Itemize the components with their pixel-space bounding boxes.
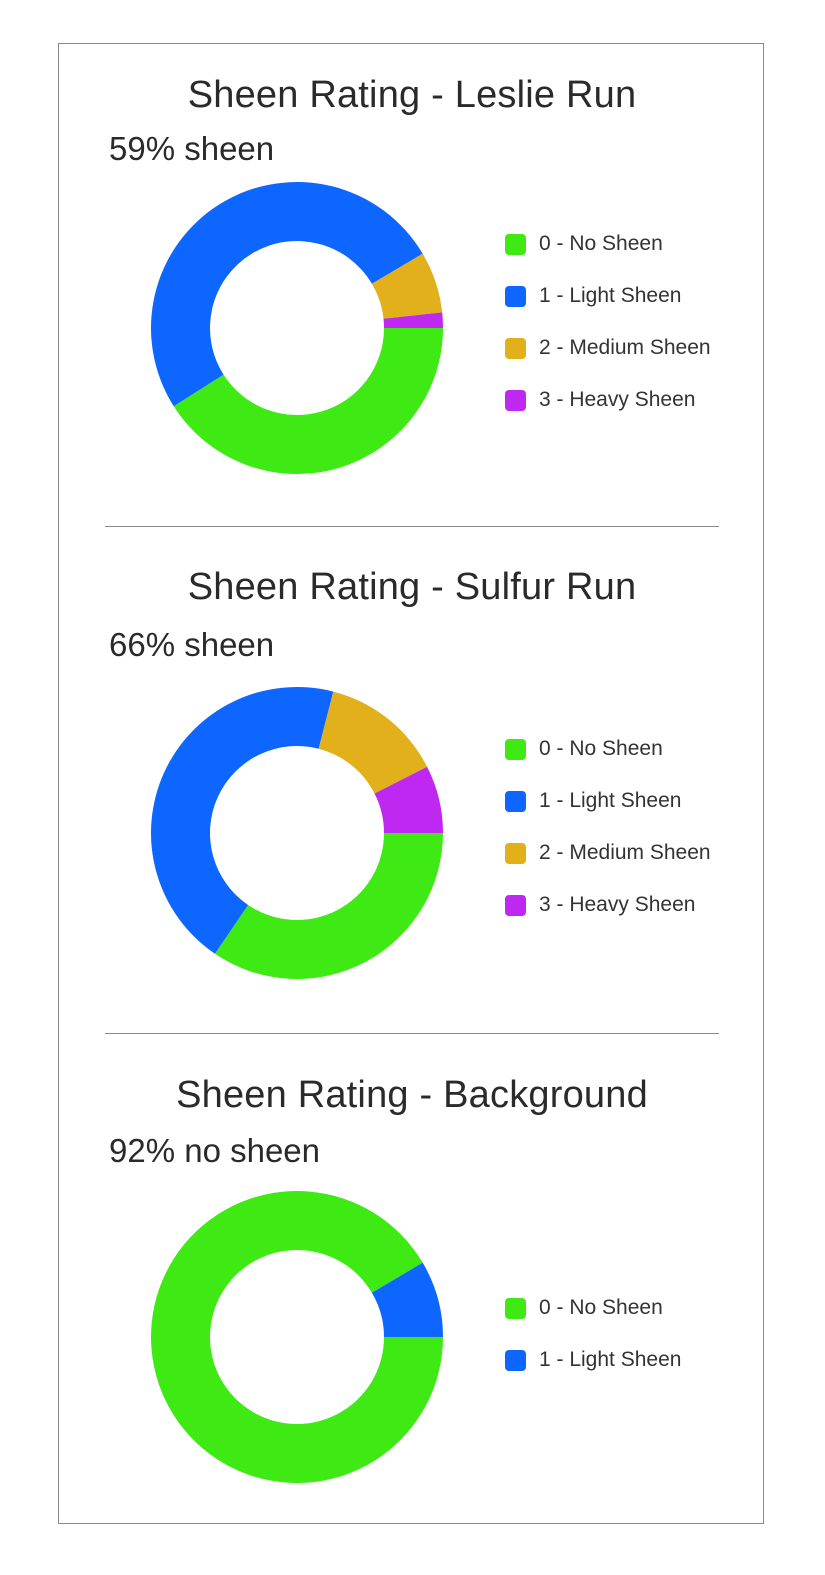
legend-item: 3 - Heavy Sheen [505,879,711,931]
chart-subtitle: 92% no sheen [109,1132,321,1169]
donut-chart [151,1191,443,1483]
legend-swatch [505,233,526,255]
chart-subtitle: 66% sheen [109,626,275,663]
donut-slice-3 [383,312,443,328]
legend-item: 2 - Medium Sheen [505,322,711,374]
legend-swatch [505,738,526,760]
legend-swatch [505,389,526,411]
donut-slice-2 [371,253,443,319]
donut-chart [151,182,443,474]
chart-title: Sheen Rating - Background [176,1074,648,1116]
legend-item: 2 - Medium Sheen [505,827,711,879]
legend-swatch [505,1349,526,1371]
divider [105,1033,719,1034]
chart-title: Sheen Rating - Sulfur Run [187,566,637,608]
legend-item: 1 - Light Sheen [505,1334,681,1386]
legend-label: 0 - No Sheen [539,232,663,255]
donut-slice-1 [151,182,423,407]
legend-label: 1 - Light Sheen [539,284,682,307]
donut-slice-0 [214,833,443,979]
legend-swatch [505,842,526,864]
legend-label: 0 - No Sheen [539,737,663,760]
legend-label: 0 - No Sheen [539,1296,663,1319]
chart-legend: 0 - No Sheen 1 - Light Sheen 2 - Medium Sh… [505,218,711,426]
donut-slice-3 [374,766,443,833]
chart-panel-sulfur-run: Sheen Rating - Sulfur Run 66% sheen 0 - … [59,536,765,1026]
donut-slice-0 [151,1191,443,1483]
legend-item: 0 - No Sheen [505,723,711,775]
legend-label: 3 - Heavy Sheen [539,388,696,411]
legend-swatch [505,285,526,307]
chart-panel-background: Sheen Rating - Background 92% no sheen 0… [59,1042,765,1522]
chart-legend: 0 - No Sheen 1 - Light Sheen 2 - Medium Sh… [505,723,711,931]
legend-label: 1 - Light Sheen [539,789,682,812]
donut-slice-2 [318,691,428,794]
chart-legend: 0 - No Sheen 1 - Light Sheen [505,1282,681,1386]
legend-swatch [505,790,526,812]
legend-label: 3 - Heavy Sheen [539,893,696,916]
chart-panel-leslie-run: Sheen Rating - Leslie Run 59% sheen 0 - … [59,44,765,524]
divider [105,526,719,527]
legend-label: 2 - Medium Sheen [539,841,711,864]
legend-item: 1 - Light Sheen [505,775,711,827]
legend-item: 3 - Heavy Sheen [505,374,711,426]
legend-label: 2 - Medium Sheen [539,336,711,359]
legend-item: 0 - No Sheen [505,1282,681,1334]
legend-swatch [505,337,526,359]
legend-swatch [505,1297,526,1319]
donut-slice-0 [173,328,443,474]
legend-swatch [505,894,526,916]
chart-subtitle: 59% sheen [109,130,275,167]
donut-chart [151,687,443,979]
legend-item: 0 - No Sheen [505,218,711,270]
chart-card: Sheen Rating - Leslie Run 59% sheen 0 - … [58,43,764,1524]
legend-item: 1 - Light Sheen [505,270,711,322]
legend-label: 1 - Light Sheen [539,1348,682,1371]
donut-slice-1 [371,1262,443,1337]
donut-slice-1 [151,687,334,954]
chart-title: Sheen Rating - Leslie Run [187,74,637,116]
